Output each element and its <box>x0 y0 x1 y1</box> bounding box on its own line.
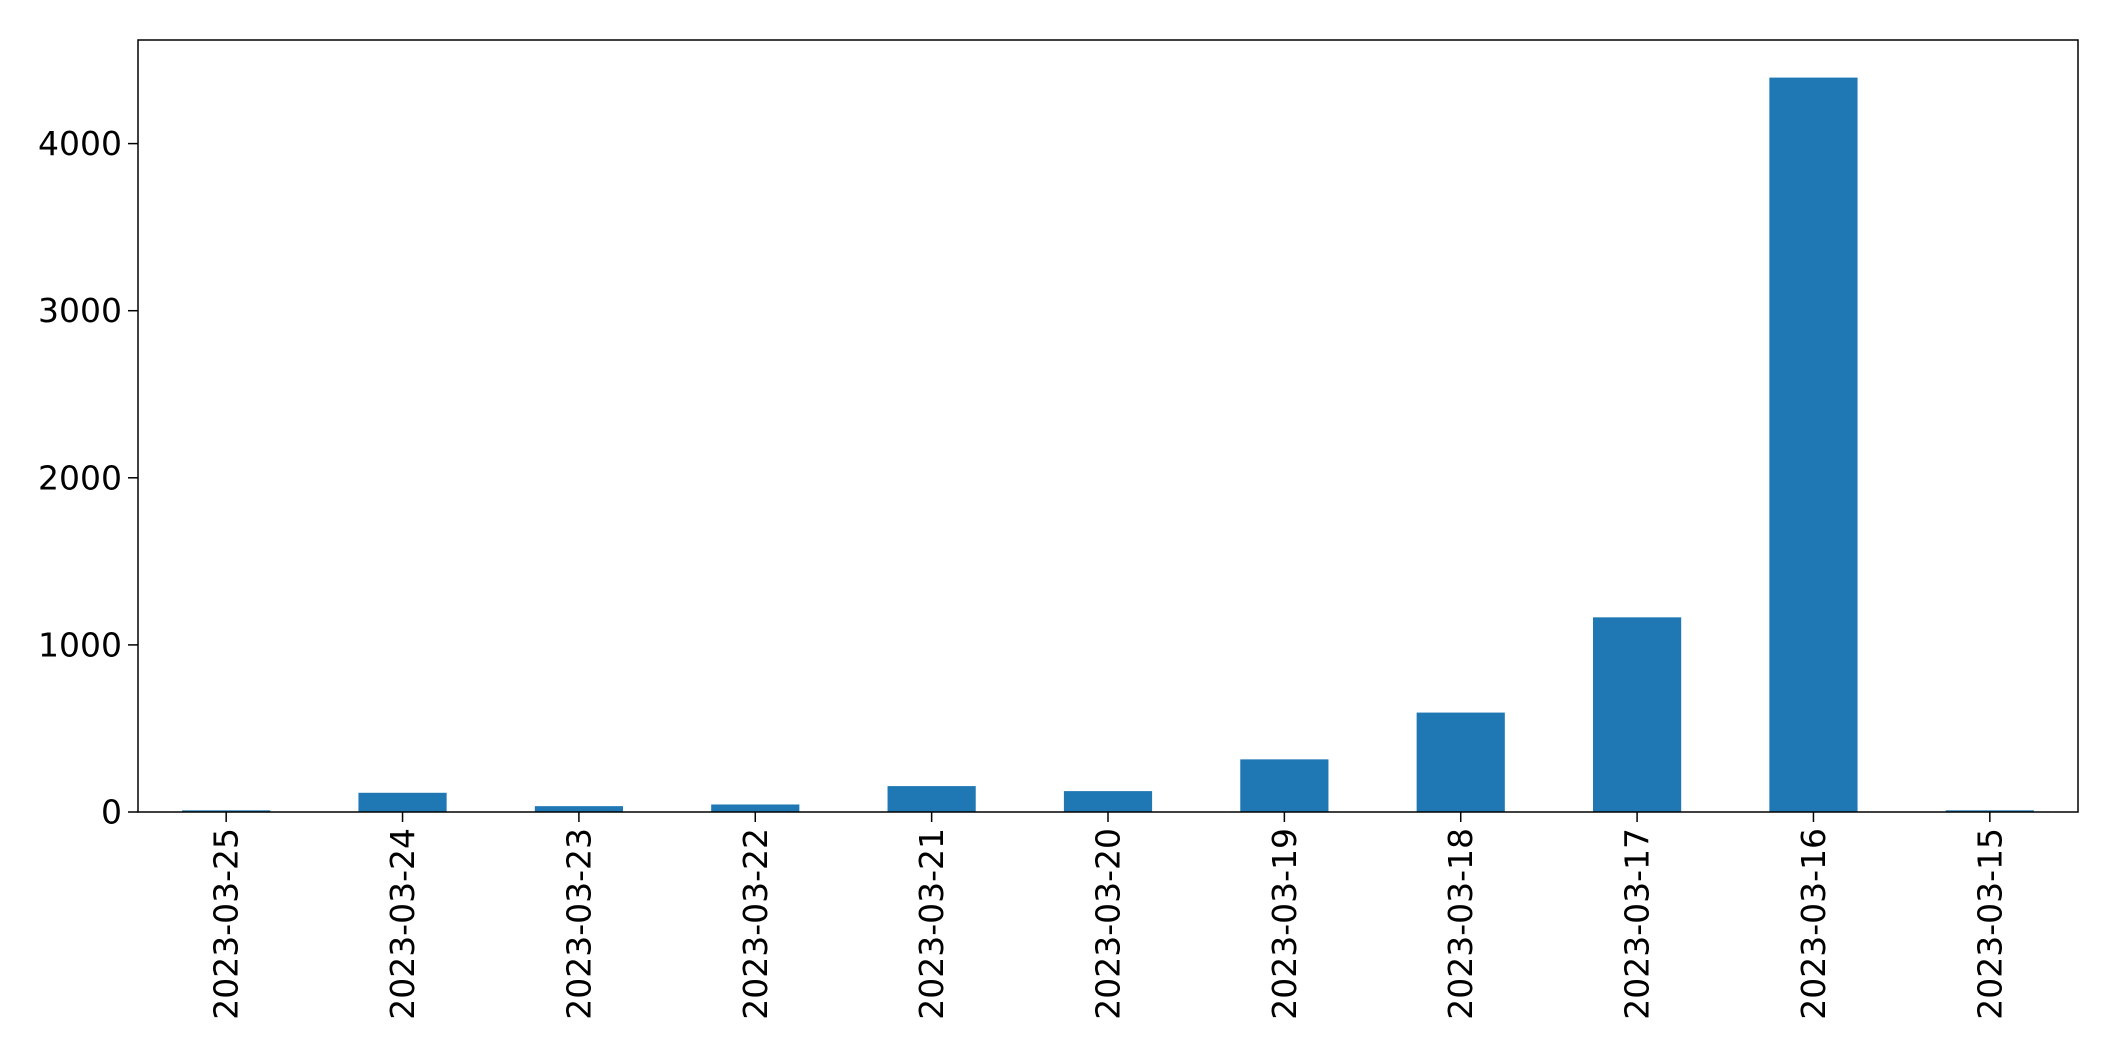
y-tick-label: 0 <box>101 793 122 832</box>
bar-2023-03-18 <box>1416 712 1505 812</box>
plot-frame <box>137 39 2079 813</box>
bar-2023-03-22 <box>711 804 800 812</box>
x-tick-label: 2023-03-22 <box>736 828 775 1020</box>
x-tick-label: 2023-03-20 <box>1089 828 1128 1020</box>
bar-2023-03-17 <box>1593 617 1682 812</box>
x-tick-label: 2023-03-15 <box>1970 828 2009 1020</box>
x-axis-ticks: 2023-03-25 2023-03-24 2023-03-23 2023-03-22… <box>207 812 2009 1020</box>
y-tick-label: 3000 <box>38 291 122 330</box>
bar-2023-03-24 <box>358 792 447 812</box>
x-tick-label: 2023-03-17 <box>1618 828 1657 1020</box>
bar-2023-03-16 <box>1769 77 1858 812</box>
bar-2023-03-19 <box>1240 759 1329 812</box>
y-tick-label: 4000 <box>38 124 122 163</box>
x-tick-label: 2023-03-24 <box>383 828 422 1020</box>
bar-2023-03-20 <box>1063 791 1153 812</box>
x-tick-label: 2023-03-21 <box>912 828 951 1020</box>
bar-2023-03-23 <box>534 806 623 812</box>
x-tick-label: 2023-03-23 <box>559 828 598 1020</box>
x-tick-label: 2023-03-25 <box>207 828 246 1020</box>
y-tick-label: 1000 <box>38 625 122 664</box>
bar-2023-03-25 <box>182 810 271 812</box>
bars-group <box>182 77 2034 812</box>
y-tick-label: 2000 <box>38 458 122 497</box>
y-axis-ticks: 0 1000 2000 3000 4000 <box>38 124 138 832</box>
x-tick-label: 2023-03-18 <box>1441 828 1480 1020</box>
x-tick-label: 2023-03-16 <box>1794 828 1833 1020</box>
bar-2023-03-15 <box>1945 810 2034 812</box>
bar-2023-03-21 <box>887 786 976 812</box>
x-tick-label: 2023-03-19 <box>1265 828 1304 1020</box>
